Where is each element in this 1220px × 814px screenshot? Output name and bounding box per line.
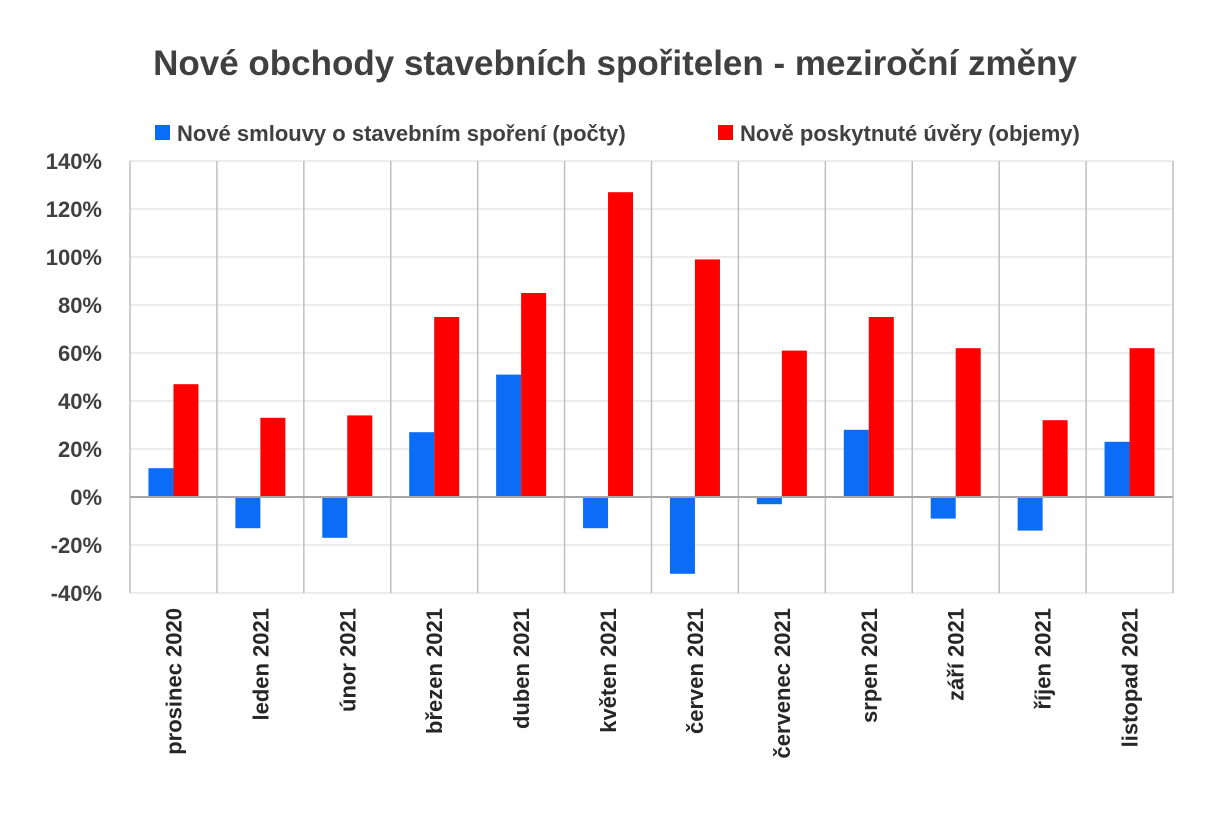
y-tick-label: -40% (51, 581, 102, 606)
y-tick-labels: 140% 120% 100% 80% 60% 40% 20% 0% -20% -40% (46, 149, 102, 606)
bar-loans (1129, 348, 1155, 497)
bar-contracts (1017, 497, 1043, 531)
x-category-label: duben 2021 (509, 608, 534, 729)
bar-loans (868, 317, 894, 497)
legend-label-contracts: Nové smlouvy o stavebním spoření (počty) (177, 121, 626, 146)
bar-loans (608, 192, 634, 497)
bar-loans (781, 350, 807, 497)
legend-swatch-contracts (155, 125, 170, 140)
y-tick-label: 120% (46, 197, 102, 222)
bar-contracts (148, 468, 174, 497)
bar-loans (521, 293, 547, 497)
x-category-label: říjen 2021 (1031, 608, 1056, 710)
bar-contracts (496, 374, 522, 497)
y-tick-label: 80% (58, 293, 102, 318)
bar-loans (260, 417, 286, 497)
bar-contracts (409, 432, 435, 497)
category-separators (129, 161, 1174, 593)
bar-loans (173, 384, 199, 497)
x-category-label: únor 2021 (335, 608, 360, 712)
bar-contracts (843, 429, 869, 497)
y-tick-label: 100% (46, 245, 102, 270)
x-category-label: červenec 2021 (770, 608, 795, 758)
bar-loans (694, 259, 720, 497)
y-tick-label: -20% (51, 533, 102, 558)
legend-label-loans: Nově poskytnuté úvěry (objemy) (740, 121, 1080, 146)
y-tick-label: 20% (58, 437, 102, 462)
x-category-label: listopad 2021 (1118, 608, 1143, 747)
bar-contracts (756, 497, 782, 505)
y-tick-label: 60% (58, 341, 102, 366)
bars (148, 192, 1155, 574)
y-tick-label: 140% (46, 149, 102, 174)
bar-loans (347, 415, 373, 497)
bar-contracts (235, 497, 261, 529)
bar-contracts (1104, 441, 1130, 497)
bar-contracts (322, 497, 348, 538)
legend: Nové smlouvy o stavebním spoření (počty)… (155, 121, 1080, 146)
chart-title: Nové obchody stavebních spořitelen - mez… (153, 44, 1077, 83)
legend-swatch-loans (718, 125, 733, 140)
bar-contracts (669, 497, 695, 574)
bar-loans (434, 317, 460, 497)
bar-loans (955, 348, 981, 497)
y-tick-label: 40% (58, 389, 102, 414)
x-category-label: prosinec 2020 (161, 608, 186, 755)
bar-contracts (930, 497, 956, 519)
y-tick-label: 0% (70, 485, 102, 510)
bar-contracts (583, 497, 609, 529)
x-category-label: září 2021 (944, 608, 969, 701)
bar-loans (1042, 420, 1068, 497)
x-category-label: leden 2021 (248, 608, 273, 721)
x-category-label: červen 2021 (683, 608, 708, 734)
x-category-label: květen 2021 (596, 608, 621, 733)
x-category-label: srpen 2021 (857, 608, 882, 723)
x-category-labels: prosinec 2020 leden 2021 únor 2021 březen 2… (161, 608, 1142, 758)
x-category-label: březen 2021 (422, 608, 447, 734)
